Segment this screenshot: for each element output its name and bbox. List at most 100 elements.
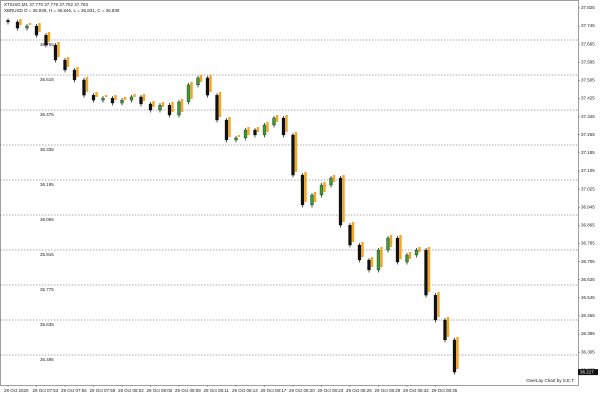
candle-body: [177, 101, 181, 116]
candle-body: [424, 249, 428, 296]
candle-body: [6, 20, 10, 23]
candle-body: [91, 94, 96, 101]
candle-body: [281, 117, 286, 136]
x-tick-label: 29 Oct 08:35: [432, 388, 458, 393]
candle-body: [72, 69, 77, 81]
overlay-candle: [123, 97, 127, 100]
x-tick-label: 29 Oct 07:59: [90, 388, 116, 393]
candle-body: [101, 97, 105, 101]
x-tick-label: 29 Oct 08:32: [403, 388, 429, 393]
x-tick-label: 29 Oct 08:20: [289, 388, 315, 393]
overlay-candle: [313, 192, 317, 202]
y-tick-label: 37.185: [581, 150, 595, 155]
y2-tick-label: 36.195: [40, 182, 54, 187]
candle-body: [386, 237, 390, 251]
y-tick-label: 37.025: [581, 186, 595, 191]
x-tick-label: 29 Oct 08:14: [232, 388, 258, 393]
y2-tick-label: 36.335: [40, 147, 54, 152]
y-tick-label: 36.865: [581, 223, 595, 228]
overlay-candle: [76, 67, 79, 77]
overlay-candle: [418, 247, 421, 252]
overlay-candle: [161, 102, 165, 107]
candle-body: [224, 119, 229, 141]
candle-body: [291, 134, 295, 176]
overlay-candle: [380, 247, 383, 267]
y-tick-label: 37.425: [581, 96, 595, 101]
candle-body: [300, 174, 305, 206]
candle-body: [82, 79, 86, 96]
overlay-candle: [294, 132, 298, 172]
x-tick-label: 29 Oct 08:29: [375, 388, 401, 393]
x-tick-label: 29 Oct 2020: [4, 388, 29, 393]
overlay-candle: [114, 95, 117, 100]
overlay-candle: [57, 42, 60, 57]
overlay-candle: [304, 172, 307, 202]
overlay-candle: [218, 92, 222, 117]
overlay-candle: [209, 75, 212, 92]
overlay-candle: [152, 101, 155, 107]
overlay-candle: [427, 247, 431, 292]
overlay-candle: [133, 94, 136, 97]
y2-tick-label: 35.495: [40, 357, 54, 362]
overlay-candle: [199, 75, 203, 82]
candle-body: [367, 259, 371, 271]
y-tick-label: 36.945: [581, 204, 595, 209]
x-tick-label: 29 Oct 08:26: [346, 388, 372, 393]
candle-body: [433, 294, 438, 321]
overlay-candle: [256, 127, 260, 132]
candle-body: [53, 44, 58, 61]
candle-body: [348, 224, 352, 246]
overlay-candle: [275, 115, 279, 122]
candle-body: [319, 184, 324, 196]
overlay-candle: [437, 292, 440, 317]
y-tick-label: 36.705: [581, 259, 595, 264]
overlay-candle: [351, 222, 355, 242]
footer: OverLay Chart by S.E.T: [526, 378, 574, 383]
x-tick-label: 29 Oct 07:56: [61, 388, 87, 393]
overlay-candle: [19, 19, 22, 25]
candle-body: [272, 117, 276, 126]
overlay-candle: [95, 92, 98, 97]
candle-body: [158, 104, 162, 111]
overlay-candle: [47, 32, 51, 42]
y2-tick-label: 35.915: [40, 252, 54, 257]
overlay-candle: [408, 252, 412, 259]
candle-body: [357, 244, 362, 261]
candle-body: [120, 99, 124, 104]
overlay-candle: [266, 122, 269, 132]
candle-body: [310, 194, 314, 206]
overlay-candle: [456, 337, 459, 369]
overlay-candle: [332, 175, 336, 182]
plot-frame: [0, 0, 579, 386]
y2-tick-label: 36.055: [40, 217, 54, 222]
y2-tick-label: 36.615: [40, 77, 54, 82]
candle-body: [405, 254, 409, 263]
y-tick-label: 37.745: [581, 23, 595, 28]
x-tick-label: 29 Oct 08:11: [204, 388, 230, 393]
candle-body: [253, 129, 257, 136]
candle-body: [15, 21, 20, 29]
candle-body: [25, 25, 29, 29]
y-tick-label: 36.465: [581, 313, 595, 318]
overlay-candle: [399, 235, 402, 259]
candle-body: [196, 77, 200, 86]
candle-body: [34, 25, 39, 36]
overlay-candle: [66, 57, 70, 67]
candle-body: [63, 59, 67, 71]
x-tick-label: 29 Oct 07:53: [33, 388, 59, 393]
candle-body: [414, 249, 419, 256]
overlay-candle: [285, 115, 288, 132]
y-tick-label: 36.625: [581, 277, 595, 282]
overlay-candle: [190, 82, 193, 99]
candle-body: [139, 96, 143, 105]
y-tick-label: 37.105: [581, 168, 595, 173]
overlay-candle: [342, 175, 345, 222]
x-tick-label: 29 Oct 08:02: [118, 388, 144, 393]
y-tick-label: 36.545: [581, 295, 595, 300]
candle-body: [129, 96, 134, 101]
candle-body: [44, 34, 48, 46]
overlay-candle: [389, 235, 393, 247]
overlay-candle: [247, 127, 250, 135]
